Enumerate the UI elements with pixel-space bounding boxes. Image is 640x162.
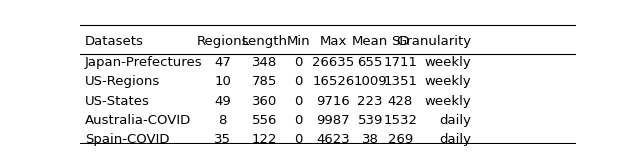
Text: 785: 785: [252, 75, 278, 88]
Text: 122: 122: [252, 133, 278, 146]
Text: 0: 0: [294, 95, 303, 108]
Text: 360: 360: [252, 95, 277, 108]
Text: Min: Min: [287, 35, 310, 48]
Text: Regions: Regions: [196, 35, 249, 48]
Text: 0: 0: [294, 114, 303, 127]
Text: 0: 0: [294, 56, 303, 69]
Text: 10: 10: [214, 75, 231, 88]
Text: Datasets: Datasets: [85, 35, 144, 48]
Text: 0: 0: [294, 133, 303, 146]
Text: 1351: 1351: [383, 75, 417, 88]
Text: 26635: 26635: [312, 56, 355, 69]
Text: Granularity: Granularity: [396, 35, 471, 48]
Text: Length: Length: [242, 35, 288, 48]
Text: weekly: weekly: [424, 95, 471, 108]
Text: daily: daily: [439, 133, 471, 146]
Text: Japan-Prefectures: Japan-Prefectures: [85, 56, 203, 69]
Text: 38: 38: [362, 133, 379, 146]
Text: 1532: 1532: [383, 114, 417, 127]
Text: 49: 49: [214, 95, 231, 108]
Text: 1711: 1711: [383, 56, 417, 69]
Text: 1009: 1009: [353, 75, 387, 88]
Text: 348: 348: [252, 56, 277, 69]
Text: 9987: 9987: [316, 114, 350, 127]
Text: 8: 8: [218, 114, 227, 127]
Text: 655: 655: [358, 56, 383, 69]
Text: 35: 35: [214, 133, 231, 146]
Text: Max: Max: [319, 35, 347, 48]
Text: 0: 0: [294, 75, 303, 88]
Text: SD: SD: [391, 35, 410, 48]
Text: 428: 428: [388, 95, 413, 108]
Text: weekly: weekly: [424, 75, 471, 88]
Text: 9716: 9716: [316, 95, 350, 108]
Text: US-Regions: US-Regions: [85, 75, 160, 88]
Text: Australia-COVID: Australia-COVID: [85, 114, 191, 127]
Text: Mean: Mean: [352, 35, 388, 48]
Text: daily: daily: [439, 114, 471, 127]
Text: 269: 269: [388, 133, 413, 146]
Text: 47: 47: [214, 56, 231, 69]
Text: 4623: 4623: [316, 133, 350, 146]
Text: 556: 556: [252, 114, 278, 127]
Text: US-States: US-States: [85, 95, 150, 108]
Text: 539: 539: [358, 114, 383, 127]
Text: 223: 223: [357, 95, 383, 108]
Text: weekly: weekly: [424, 56, 471, 69]
Text: 16526: 16526: [312, 75, 355, 88]
Text: Spain-COVID: Spain-COVID: [85, 133, 170, 146]
